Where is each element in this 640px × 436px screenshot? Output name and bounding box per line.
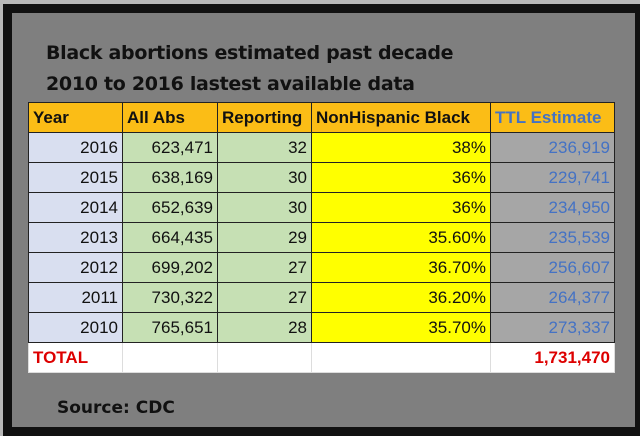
- title-line-2: 2010 to 2016 lastest available data: [46, 73, 415, 95]
- column-header: NonHispanic Black: [311, 102, 491, 133]
- table-cell: 256,607: [490, 252, 615, 283]
- table-cell: 229,741: [490, 162, 615, 193]
- table-row: 2012 699,202 27 36.70% 256,607: [28, 252, 615, 283]
- table-cell: 2016: [28, 132, 123, 163]
- table-cell: 235,539: [490, 222, 615, 253]
- empty-cell: [217, 342, 312, 373]
- source-note: Source: CDC: [57, 398, 175, 418]
- table-cell: 273,337: [490, 312, 615, 343]
- table-cell: 2013: [28, 222, 123, 253]
- table-row: 2010 765,651 28 35.70% 273,337: [28, 312, 615, 343]
- table-cell: 664,435: [122, 222, 218, 253]
- table-row: 2013 664,435 29 35.60% 235,539: [28, 222, 615, 253]
- table-cell: 2010: [28, 312, 123, 343]
- total-row: TOTAL 1,731,470: [28, 342, 615, 373]
- table-cell: 36%: [311, 192, 491, 223]
- total-label: TOTAL: [28, 342, 123, 373]
- table-cell: 28: [217, 312, 312, 343]
- table-cell: 765,651: [122, 312, 218, 343]
- table-cell: 730,322: [122, 282, 218, 313]
- empty-cell: [311, 342, 491, 373]
- table-cell: 623,471: [122, 132, 218, 163]
- column-header: Reporting: [217, 102, 312, 133]
- table-cell: 2014: [28, 192, 123, 223]
- table-cell: 699,202: [122, 252, 218, 283]
- table-cell: 29: [217, 222, 312, 253]
- total-value: 1,731,470: [490, 342, 615, 373]
- table-cell: 638,169: [122, 162, 218, 193]
- title: Black abortions estimated past decade 20…: [46, 38, 454, 100]
- table-cell: 27: [217, 252, 312, 283]
- table-cell: 30: [217, 192, 312, 223]
- table-cell: 2011: [28, 282, 123, 313]
- table-cell: 652,639: [122, 192, 218, 223]
- table-cell: 264,377: [490, 282, 615, 313]
- column-header: All Abs: [122, 102, 218, 133]
- header-row: Year All Abs Reporting NonHispanic Black TTL…: [28, 102, 615, 133]
- table-cell: 2015: [28, 162, 123, 193]
- column-header: TTL Estimate: [490, 102, 615, 133]
- table-cell: 35.70%: [311, 312, 491, 343]
- table-cell: 32: [217, 132, 312, 163]
- table-cell: 30: [217, 162, 312, 193]
- table-cell: 36.20%: [311, 282, 491, 313]
- table-cell: 236,919: [490, 132, 615, 163]
- table-row: 2016 623,471 32 38% 236,919: [28, 132, 615, 163]
- table-cell: 38%: [311, 132, 491, 163]
- table-cell: 36%: [311, 162, 491, 193]
- title-line-1: Black abortions estimated past decade: [46, 42, 454, 64]
- table-row: 2014 652,639 30 36% 234,950: [28, 192, 615, 223]
- table-cell: 2012: [28, 252, 123, 283]
- empty-cell: [122, 342, 218, 373]
- table-cell: 36.70%: [311, 252, 491, 283]
- column-header: Year: [28, 102, 123, 133]
- table-cell: 27: [217, 282, 312, 313]
- table-row: 2011 730,322 27 36.20% 264,377: [28, 282, 615, 313]
- table-row: 2015 638,169 30 36% 229,741: [28, 162, 615, 193]
- table-cell: 234,950: [490, 192, 615, 223]
- data-table: Year All Abs Reporting NonHispanic Black TTL…: [28, 102, 615, 373]
- table-cell: 35.60%: [311, 222, 491, 253]
